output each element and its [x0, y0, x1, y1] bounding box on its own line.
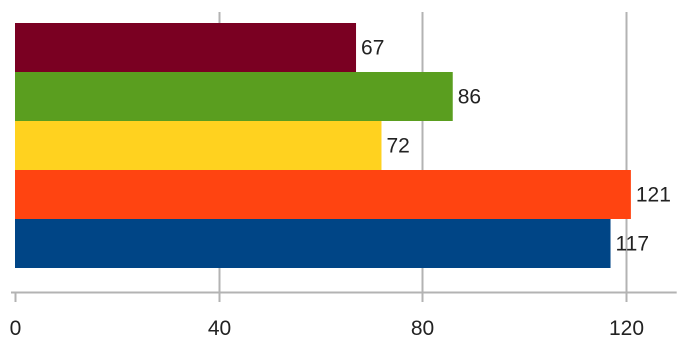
- bar-1: [15, 72, 453, 121]
- bar-4: [15, 219, 611, 268]
- data-labels: 67 86 72 121 117: [361, 37, 671, 256]
- x-axis: 0 40 80 120: [10, 291, 677, 339]
- bar-3: [15, 170, 631, 219]
- x-tick-label-120: 120: [609, 317, 644, 339]
- data-label-0: 67: [361, 37, 384, 60]
- data-label-2: 72: [386, 135, 409, 158]
- data-label-3: 121: [636, 184, 671, 207]
- data-label-4: 117: [616, 233, 649, 256]
- x-tick-label-0: 0: [10, 317, 22, 339]
- data-label-1: 86: [458, 86, 481, 109]
- bar-2: [15, 121, 382, 170]
- bars: [15, 23, 631, 268]
- x-tick-label-80: 80: [411, 317, 434, 339]
- bar-0: [15, 23, 357, 72]
- x-tick-label-40: 40: [208, 317, 231, 339]
